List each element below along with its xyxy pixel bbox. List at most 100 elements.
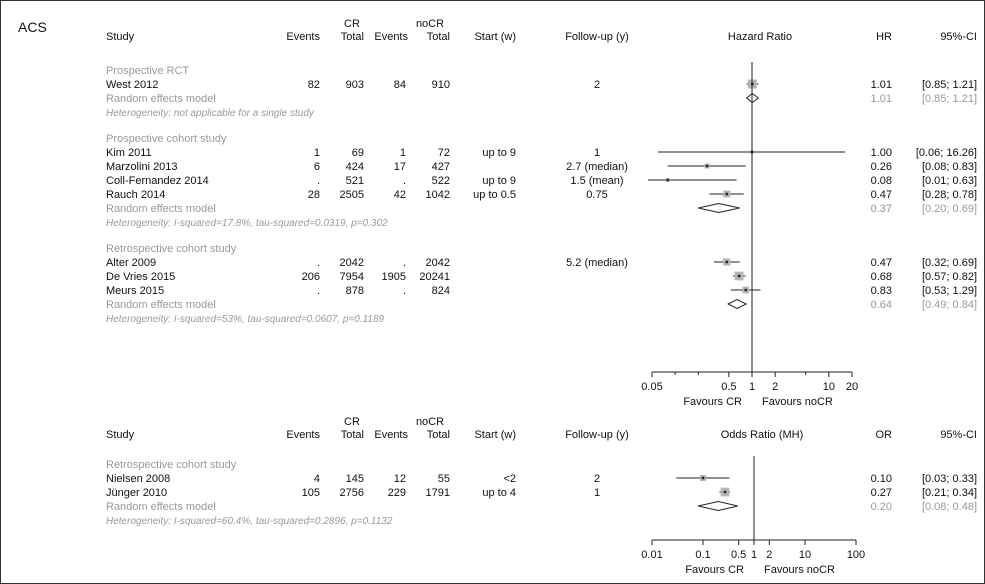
header-followup: Follow-up (y)	[565, 31, 629, 43]
start-weeks: up to 4	[482, 487, 516, 499]
x-tick-label: 1	[751, 549, 757, 561]
events-nocr: .	[403, 257, 406, 269]
events-nocr: 12	[394, 473, 406, 485]
header-study: Study	[106, 31, 135, 43]
pooled-diamond	[697, 500, 738, 512]
study-name: Jünger 2010	[106, 487, 167, 499]
study-ci: [0.21; 0.34]	[922, 487, 977, 499]
header-group1: CR	[344, 416, 360, 428]
total-nocr: 2042	[426, 257, 450, 269]
point-estimate	[705, 164, 709, 168]
study-name: Coll-Fernandez 2014	[106, 175, 209, 187]
pooled-ci: [0.08; 0.48]	[922, 501, 977, 513]
point-estimate	[723, 490, 727, 494]
study-name: Alter 2009	[106, 257, 156, 269]
total-nocr: 427	[432, 161, 450, 173]
start-weeks: up to 9	[482, 175, 516, 187]
study-estimate: 0.08	[871, 175, 892, 187]
events-cr: 206	[302, 271, 320, 283]
study-name: Rauch 2014	[106, 189, 165, 201]
total-cr: 2042	[340, 257, 364, 269]
events-cr: 82	[308, 79, 320, 91]
followup-years: 2	[594, 79, 600, 91]
subgroup-title: Retrospective cohort study	[106, 243, 237, 255]
study-ci: [0.08; 0.83]	[922, 161, 977, 173]
study-estimate: 0.83	[871, 285, 892, 297]
total-nocr: 1791	[426, 487, 450, 499]
pooled-estimate: 0.37	[871, 203, 892, 215]
header-total-2: Total	[427, 429, 450, 441]
total-nocr: 910	[432, 79, 450, 91]
study-estimate: 1.01	[871, 79, 892, 91]
pooled-label: Random effects model	[106, 501, 216, 513]
point-estimate	[725, 192, 729, 196]
x-tick-label: 10	[823, 381, 835, 393]
events-cr: 1	[314, 147, 320, 159]
study-name: Kim 2011	[106, 147, 152, 159]
total-cr: 521	[346, 175, 364, 187]
pooled-label: Random effects model	[106, 93, 216, 105]
header-events-2: Events	[374, 429, 408, 441]
subgroup-title: Prospective RCT	[106, 65, 189, 77]
x-tick-label: 1	[749, 381, 755, 393]
events-cr: .	[317, 175, 320, 187]
study-ci: [0.03; 0.33]	[922, 473, 977, 485]
events-cr: 28	[308, 189, 320, 201]
x-tick-label: 10	[799, 549, 811, 561]
point-estimate	[666, 178, 670, 182]
favours-left-label: Favours CR	[683, 396, 742, 408]
x-tick-label: 0.1	[695, 549, 710, 561]
total-nocr: 55	[438, 473, 450, 485]
total-nocr: 824	[432, 285, 450, 297]
start-weeks: up to 0.5	[473, 189, 516, 201]
start-weeks: <2	[503, 473, 516, 485]
study-ci: [0.06; 16.26]	[916, 147, 977, 159]
header-start: Start (w)	[474, 429, 516, 441]
events-cr: .	[317, 257, 320, 269]
total-nocr: 20241	[419, 271, 450, 283]
events-nocr: 42	[394, 189, 406, 201]
total-nocr: 1042	[426, 189, 450, 201]
study-ci: [0.85; 1.21]	[922, 79, 977, 91]
panel-label: ACS	[18, 19, 47, 35]
total-cr: 2505	[340, 189, 364, 201]
header-total-2: Total	[427, 31, 450, 43]
total-cr: 878	[346, 285, 364, 297]
study-ci: [0.57; 0.82]	[922, 271, 977, 283]
pooled-estimate: 0.64	[871, 299, 892, 311]
pooled-label: Random effects model	[106, 203, 216, 215]
x-tick-label: 100	[847, 549, 865, 561]
events-cr: 4	[314, 473, 320, 485]
favours-right-label: Favours noCR	[762, 396, 833, 408]
pooled-ci: [0.20; 0.69]	[922, 203, 977, 215]
events-nocr: 17	[394, 161, 406, 173]
x-tick-label: 2	[766, 549, 772, 561]
study-estimate: 0.10	[871, 473, 892, 485]
header-estimate: HR	[876, 31, 892, 43]
header-group2: noCR	[416, 416, 444, 428]
point-estimate	[725, 260, 729, 264]
study-name: Meurs 2015	[106, 285, 164, 297]
total-cr: 7954	[340, 271, 364, 283]
study-estimate: 1.00	[871, 147, 892, 159]
heterogeneity-text: Heterogeneity: I-squared=60.4%, tau-squa…	[106, 516, 393, 527]
events-nocr: 84	[394, 79, 406, 91]
followup-years: 2	[594, 473, 600, 485]
header-estimate: OR	[876, 429, 893, 441]
header-total-1: Total	[341, 31, 364, 43]
header-ci: 95%-CI	[940, 31, 977, 43]
x-tick-label: 0.01	[641, 549, 662, 561]
study-estimate: 0.68	[871, 271, 892, 283]
study-estimate: 0.47	[871, 189, 892, 201]
point-estimate	[744, 288, 748, 292]
events-cr: .	[317, 285, 320, 297]
heterogeneity-text: Heterogeneity: I-squared=17.8%, tau-squa…	[106, 218, 388, 229]
events-nocr: .	[403, 175, 406, 187]
followup-years: 1	[594, 487, 600, 499]
favours-right-label: Favours noCR	[764, 564, 835, 576]
followup-years: 2.7 (median)	[566, 161, 628, 173]
events-cr: 6	[314, 161, 320, 173]
total-nocr: 522	[432, 175, 450, 187]
subgroup-title: Prospective cohort study	[106, 133, 227, 145]
total-cr: 424	[346, 161, 364, 173]
